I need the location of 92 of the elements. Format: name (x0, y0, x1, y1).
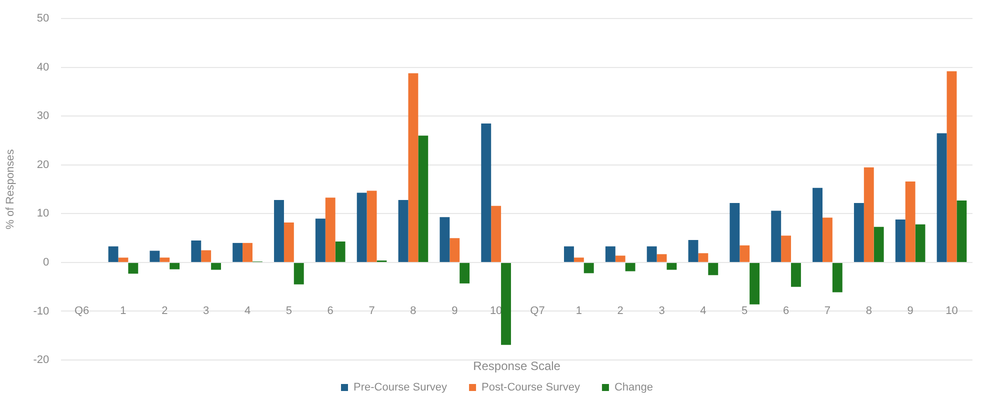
bar (656, 254, 667, 262)
x-tick-label: 9 (452, 305, 458, 318)
bar (864, 167, 874, 262)
x-tick-label: 5 (286, 305, 292, 318)
bar (284, 222, 294, 262)
bar (315, 218, 326, 262)
bar (936, 133, 947, 262)
x-tick-label: 1 (120, 305, 126, 318)
y-tick-label: -20 (33, 354, 50, 366)
bar (791, 262, 801, 287)
bar (408, 73, 418, 262)
x-tick-label: Q6 (74, 305, 90, 318)
bar (325, 198, 336, 262)
x-tick-label: 10 (946, 305, 958, 318)
bar (854, 202, 864, 262)
bar (666, 262, 677, 270)
bar (708, 262, 718, 276)
bar (118, 258, 128, 262)
y-tick-label: -10 (33, 305, 50, 318)
bar (150, 250, 160, 262)
x-tick-label: 7 (824, 305, 831, 318)
bar (740, 245, 750, 262)
bar (460, 262, 470, 284)
bar (242, 242, 252, 262)
x-axis-title: Response Scale (473, 359, 561, 374)
bar (574, 258, 584, 262)
bar (956, 200, 967, 262)
y-tick-label: 10 (36, 208, 50, 220)
bar (874, 226, 884, 262)
legend-label: Pre-Course Survey (354, 382, 448, 394)
x-tick-label: 6 (782, 305, 790, 318)
bar (501, 262, 511, 345)
bar (440, 217, 450, 262)
bar (160, 258, 170, 262)
bar (615, 256, 626, 262)
bar (170, 262, 180, 270)
bar (625, 262, 636, 272)
bar (605, 246, 616, 262)
bar (366, 190, 377, 262)
bar (201, 250, 212, 262)
bar (418, 136, 428, 262)
bar (108, 246, 118, 262)
x-tick-label: 1 (576, 305, 582, 318)
bar (822, 218, 832, 262)
x-tick-label: Q7 (530, 305, 545, 318)
bar (730, 202, 740, 262)
y-axis-title: % of Responses (4, 148, 17, 230)
bar (905, 181, 916, 262)
bar (294, 262, 304, 284)
bar (356, 192, 367, 262)
x-tick-label: 4 (244, 305, 251, 318)
bar (232, 242, 243, 262)
x-tick-label: 4 (700, 305, 706, 318)
x-tick-label: 2 (617, 305, 624, 318)
y-tick-label: 20 (36, 158, 50, 171)
bar (915, 224, 926, 262)
bar (335, 241, 346, 262)
x-tick-label: 5 (742, 305, 748, 318)
bar (688, 240, 698, 262)
bar (646, 246, 657, 262)
bar (771, 210, 782, 262)
bar (564, 246, 574, 262)
x-tick-label: 6 (327, 305, 334, 318)
bar (750, 262, 760, 304)
y-tick-label: 0 (42, 256, 50, 268)
y-tick-label: 50 (36, 12, 50, 25)
bar (481, 123, 492, 262)
x-tick-label: 2 (162, 305, 168, 318)
bar (895, 220, 906, 262)
x-tick-label: 3 (658, 305, 665, 318)
y-tick-label: 40 (36, 61, 50, 74)
x-tick-label: 7 (368, 305, 375, 318)
x-tick-label: 8 (866, 305, 872, 318)
bar (832, 262, 842, 292)
bar (450, 238, 460, 262)
y-tick-label: 30 (36, 110, 50, 122)
legend-label: Change (614, 382, 654, 394)
legend-label: Post-Course Survey (482, 382, 580, 394)
bar (812, 188, 822, 262)
x-tick-label: 8 (410, 305, 416, 318)
bar (191, 240, 202, 262)
bar (491, 206, 502, 262)
bar (584, 262, 594, 274)
bar (274, 200, 284, 262)
bar (211, 262, 221, 270)
bar (946, 71, 957, 262)
bar (781, 236, 792, 262)
bar (698, 253, 708, 262)
bar (128, 262, 138, 274)
bar (398, 200, 408, 262)
x-tick-label: 9 (907, 305, 914, 318)
x-tick-label: 3 (203, 305, 210, 318)
